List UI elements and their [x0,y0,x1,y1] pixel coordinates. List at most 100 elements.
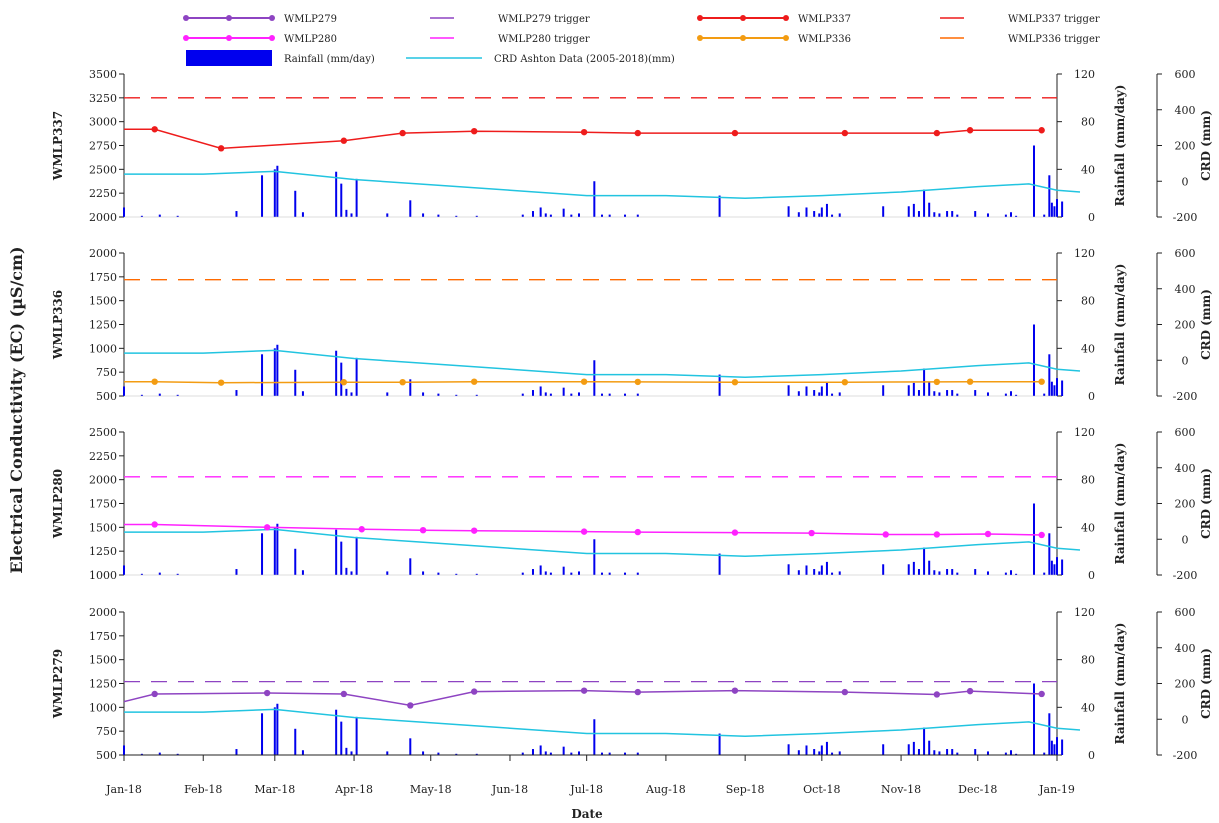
rainfall-bar [340,183,343,217]
rainfall-bar [820,745,823,755]
crd-tick-label: 400 [1175,104,1196,117]
rainfall-bar [301,750,304,755]
crd-tick-label: -200 [1173,749,1198,762]
rainfall-bar [928,740,931,755]
rainfall-bar [409,200,412,217]
y-tick-label: 2250 [89,450,117,463]
rainfall-bar [301,212,304,217]
legend-item-wmlp280: WMLP280 [183,34,337,45]
rainfall-bar [1061,201,1064,217]
legend-item-wmlp336: WMLP336 [697,34,851,45]
rainfall-bar [787,385,790,396]
y-tick-label: 2250 [89,187,117,200]
rainfall-bar [825,741,828,755]
rainfall-bar [273,169,276,217]
series-line [124,523,1042,536]
rainfall-bar [340,721,343,755]
rainfall-bar [1004,393,1007,396]
rainfall-bar [813,390,816,396]
rainfall-bar [636,752,639,755]
series-marker [634,688,641,696]
rainfall-bar [235,749,238,755]
rainfall-bar [1043,214,1046,217]
rain-tick-label: 120 [1074,606,1095,619]
rainfall-bar [335,529,338,575]
rainfall-bar [787,744,790,755]
rainfall-bar [577,571,580,575]
rainfall-bar [787,564,790,575]
crd-axis-title: CRD (mm) [1199,468,1213,539]
series-marker [151,690,158,698]
rainfall-bar [933,212,936,217]
x-tick-label: Jun-18 [491,783,528,796]
legend-item-rainfall-mm-day: Rainfall (mm/day) [186,50,375,66]
rainfall-bar [422,751,425,755]
rainfall-bar [531,390,534,396]
rainfall-bar [1061,739,1064,755]
crd-tick-label: 200 [1175,498,1196,511]
rainfall-bar [1043,393,1046,396]
rainfall-bar [986,571,989,575]
rainfall-bar [409,379,412,396]
rainfall-bar [917,211,920,217]
legend-marker [269,15,275,21]
rainfall-bar [276,165,279,217]
rainfall-bar [956,393,959,396]
rainfall-bar [820,565,823,575]
rainfall-bar [577,751,580,755]
rainfall-bar [158,214,161,217]
rainfall-bar [562,566,565,575]
rainfall-bar [350,751,353,755]
rainfall-bar [818,213,821,217]
rainfall-bar [825,382,828,396]
series-marker [580,128,588,136]
legend-label: WMLP337 trigger [1008,14,1100,25]
series-marker [580,378,588,385]
rainfall-bar [549,752,552,755]
rainfall-bar [475,573,478,575]
rain-tick-label: 80 [1081,116,1095,129]
crd-tick-label: 200 [1175,140,1196,153]
y-tick-label: 500 [96,749,117,762]
rainfall-bar [933,570,936,575]
rainfall-bar [1050,740,1053,755]
rainfall-bar [422,571,425,575]
rainfall-bar [521,752,524,755]
rainfall-bar [261,175,264,217]
rainfall-bar [273,527,276,575]
rainfall-bar [521,214,524,217]
rainfall-bar [345,567,348,575]
rainfall-bar [340,362,343,396]
rainfall-bar [1053,385,1056,396]
rainfall-bar [974,211,977,217]
rainfall-bar [636,214,639,217]
rainfall-bar [1009,750,1012,755]
legend-label: CRD Ashton Data (2005-2018)(mm) [494,54,675,65]
rainfall-bar [335,350,338,396]
crd-tick-label: 600 [1175,68,1196,81]
rainfall-bar [718,553,721,575]
legend-label: WMLP280 trigger [498,34,590,45]
rainfall-bar [831,393,834,396]
legend-label: Rainfall (mm/day) [284,54,375,65]
series-marker [841,378,849,386]
rainfall-bar [805,745,808,755]
rainfall-bar [562,387,565,396]
rainfall-bar [917,749,920,755]
legend-label: WMLP279 trigger [498,14,590,25]
rainfall-bar [1048,175,1051,217]
crd-tick-label: -200 [1173,390,1198,403]
rainfall-bar [636,572,639,575]
series-marker [470,688,478,695]
rainfall-bar [1004,752,1007,755]
rainfall-bar [831,572,834,575]
rainfall-bar [974,390,977,396]
rainfall-bar [907,564,910,575]
rainfall-bar [158,752,161,755]
legend-marker [183,15,189,21]
rainfall-bar [345,388,348,396]
rain-tick-label: 120 [1074,68,1095,81]
crd-tick-label: 0 [1182,713,1189,726]
series-marker [217,379,225,386]
crd-line [124,528,1081,557]
